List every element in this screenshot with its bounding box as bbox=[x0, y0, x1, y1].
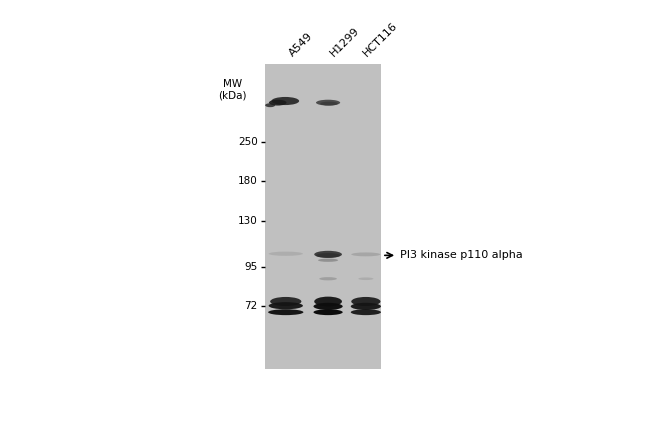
Ellipse shape bbox=[351, 309, 381, 315]
Ellipse shape bbox=[313, 303, 343, 310]
Ellipse shape bbox=[319, 277, 337, 280]
Ellipse shape bbox=[265, 103, 275, 107]
Ellipse shape bbox=[269, 100, 287, 106]
Bar bbox=[265, 64, 381, 369]
Ellipse shape bbox=[318, 259, 338, 262]
Ellipse shape bbox=[316, 100, 340, 106]
Ellipse shape bbox=[351, 297, 380, 306]
Ellipse shape bbox=[314, 251, 342, 258]
Ellipse shape bbox=[268, 302, 303, 309]
Text: 250: 250 bbox=[238, 137, 257, 146]
Ellipse shape bbox=[316, 253, 340, 257]
Ellipse shape bbox=[358, 277, 373, 280]
Text: 95: 95 bbox=[244, 262, 257, 272]
Ellipse shape bbox=[272, 97, 299, 105]
Text: 130: 130 bbox=[238, 216, 257, 226]
Ellipse shape bbox=[270, 297, 302, 306]
Ellipse shape bbox=[268, 252, 303, 256]
Text: H1299: H1299 bbox=[328, 26, 361, 59]
Text: MW
(kDa): MW (kDa) bbox=[218, 79, 246, 100]
Ellipse shape bbox=[314, 297, 342, 306]
Ellipse shape bbox=[351, 303, 381, 310]
Text: HCT116: HCT116 bbox=[361, 21, 399, 59]
Text: 72: 72 bbox=[244, 301, 257, 311]
Text: A549: A549 bbox=[287, 31, 314, 59]
Ellipse shape bbox=[268, 309, 304, 315]
Text: 180: 180 bbox=[238, 176, 257, 186]
Ellipse shape bbox=[351, 252, 380, 256]
Text: PI3 kinase p110 alpha: PI3 kinase p110 alpha bbox=[400, 250, 523, 260]
Ellipse shape bbox=[320, 102, 338, 106]
Ellipse shape bbox=[313, 309, 343, 315]
